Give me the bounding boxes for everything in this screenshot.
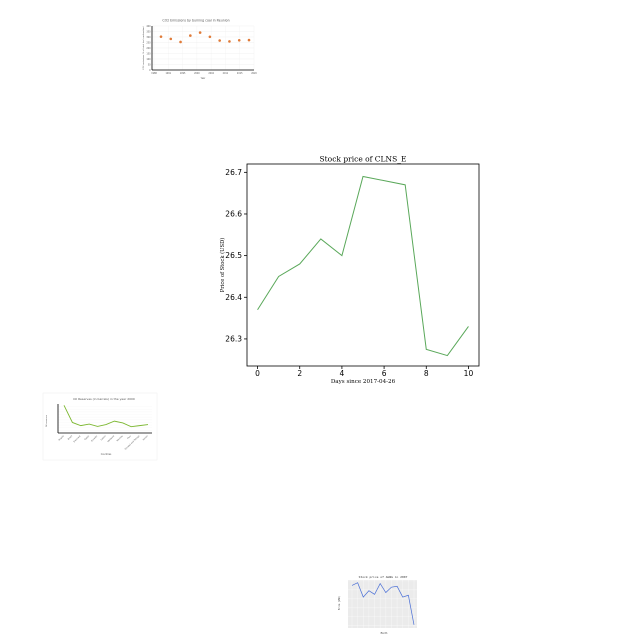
x-tick-label: 2004 xyxy=(208,72,214,75)
x-tick-label: 0 xyxy=(255,369,260,378)
y-tick-label: 50 xyxy=(148,63,151,66)
data-point xyxy=(159,35,163,38)
series-line xyxy=(351,582,415,625)
data-point xyxy=(189,34,192,37)
data-point xyxy=(218,39,221,42)
x-tick-label: 2000 xyxy=(194,72,200,75)
thumbnail-x-label: Year xyxy=(201,77,206,80)
x-tick-label: 1988 xyxy=(151,72,157,75)
thumbnail-y-label: CO2 emissions (% of total fuel combustio… xyxy=(142,26,145,70)
y-tick-label: 200 xyxy=(146,47,151,50)
data-point xyxy=(237,39,241,42)
x-tick-label: Denmark xyxy=(73,434,82,443)
series-group xyxy=(257,175,469,357)
y-tick-label: 26.5 xyxy=(225,251,242,260)
y-tick-label: 26.6 xyxy=(225,210,242,219)
data-point xyxy=(169,37,173,41)
data-point xyxy=(198,31,202,34)
x-tick-label: Yemen xyxy=(143,435,150,442)
axis-ticks: 0 2 4 6 8 10 26.3 26.4 26.5 26.6 26.7 xyxy=(225,168,473,378)
thumbnail-y-label: Oil reserves xyxy=(45,415,48,427)
y-tick-label: 100 xyxy=(146,58,151,61)
x-tick-label: 1991 xyxy=(165,72,171,75)
series-group xyxy=(159,31,251,44)
x-tick-label: 1995 xyxy=(180,72,186,75)
data-point xyxy=(179,40,182,44)
y-tick-label: 400 xyxy=(146,25,151,28)
series-line xyxy=(257,175,469,357)
series-group xyxy=(63,405,149,428)
x-tick-label: 2011 xyxy=(223,72,229,75)
x-tick-label: Angola xyxy=(58,434,66,442)
chart-title: Stock price of CLNS_E xyxy=(320,155,407,164)
y-tick-label: 26.7 xyxy=(225,168,242,177)
data-point xyxy=(208,35,212,39)
x-tick-label: 6 xyxy=(382,369,387,378)
x-tick-label: Gabon xyxy=(101,435,108,442)
axis-ticks: 0 50 100 150 200 250 300 350 400 1988 1991 1995 2000… xyxy=(146,25,257,75)
thumbnail-title: CO2 Emissions by burning coal in Reunion xyxy=(162,19,229,23)
y-tick-label: 0 xyxy=(149,69,151,72)
plot-frame xyxy=(246,163,480,367)
x-tick-label: 4 xyxy=(340,369,345,378)
thumbnail-y-label: Price (USD) xyxy=(338,596,341,611)
series-group xyxy=(351,582,415,625)
grid xyxy=(152,25,255,71)
x-tick-label: Norway xyxy=(116,434,124,442)
y-axis-label: Price of Stock (USD) xyxy=(219,238,226,293)
y-tick-label: 350 xyxy=(146,30,151,33)
thumbnail-title: Stock price of AGNG in 2007 xyxy=(359,575,408,579)
y-tick-label: 26.4 xyxy=(225,293,242,302)
y-tick-label: 300 xyxy=(146,36,151,39)
x-tick-label: Egypt xyxy=(84,434,90,440)
x-tick-label: 2020 xyxy=(251,72,257,75)
series-line xyxy=(63,405,149,428)
y-tick-label: 250 xyxy=(146,41,151,44)
grid xyxy=(58,406,152,434)
x-tick-label: 2015 xyxy=(237,72,243,75)
thumbnail-x-label: Countries xyxy=(101,453,112,456)
x-tick-label: Peru xyxy=(127,434,133,440)
thumbnail-x-label: Month xyxy=(381,632,388,635)
x-axis-label: Days since 2017-04-26 xyxy=(331,379,396,385)
x-tick-label: Malaysia xyxy=(108,435,116,443)
thumbnail-background xyxy=(42,392,158,461)
x-tick-label: 8 xyxy=(424,369,429,378)
x-tick-label: Ecuador xyxy=(90,434,98,442)
x-tick-label: 10 xyxy=(464,369,474,378)
thumbnail-title: Oil Reserves (in barrels) in the year 20… xyxy=(73,397,135,401)
y-tick-label: 150 xyxy=(146,52,151,55)
data-point xyxy=(228,40,231,43)
data-point xyxy=(247,38,251,42)
x-tick-label: 2 xyxy=(297,369,302,378)
grid xyxy=(348,580,417,628)
x-tick-label: Brazil xyxy=(67,434,73,440)
y-tick-label: 26.3 xyxy=(225,335,242,344)
